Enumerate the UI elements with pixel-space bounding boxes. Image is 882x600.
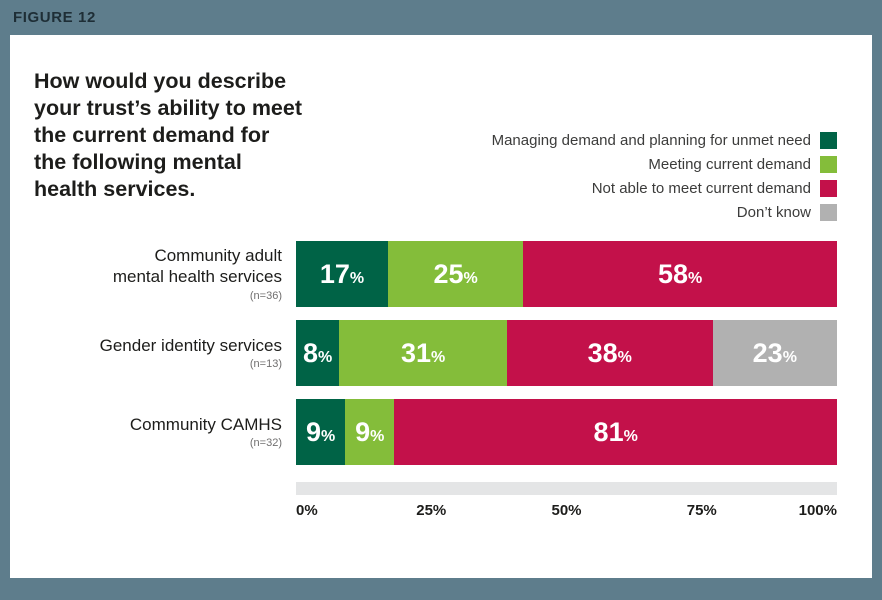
- x-axis-tick: 75%: [686, 502, 717, 519]
- bar-segment-not-meeting-demand: 58%: [523, 241, 837, 307]
- figure-label: FIGURE 12: [13, 9, 96, 26]
- bar-row: Community adult mental health services (n…: [34, 241, 837, 307]
- legend-item-meeting-demand: Meeting current demand: [492, 156, 837, 173]
- bar-segment-managing-demand: 8%: [296, 320, 340, 386]
- category-sample-size: (n=13): [249, 358, 282, 371]
- legend-label: Don’t know: [736, 204, 811, 221]
- bar-value: 17%: [319, 258, 365, 289]
- bar-value: 31%: [400, 337, 446, 368]
- x-axis-track: [296, 482, 837, 495]
- category-sample-size: (n=36): [249, 289, 282, 302]
- bar-value: 58%: [657, 258, 703, 289]
- legend-label: Meeting current demand: [648, 156, 811, 173]
- stacked-bar-chart: Community adult mental health services (n…: [34, 241, 838, 524]
- x-axis-tick: 0%: [296, 502, 318, 519]
- legend-item-dont-know: Don’t know: [492, 204, 837, 221]
- stacked-bar: 8% 31% 38% 23%: [296, 320, 837, 386]
- bar-row: Gender identity services (n=13) 8% 31% 38% 23…: [34, 320, 837, 386]
- chart-panel: How would you describe your trust’s abil…: [10, 35, 872, 578]
- bar-value: 38%: [587, 337, 632, 368]
- bar-segment-dont-know: 23%: [712, 320, 837, 386]
- bar-segment-not-meeting-demand: 38%: [506, 320, 713, 386]
- bar-value: 8%: [303, 337, 333, 368]
- bar-segment-managing-demand: 17%: [296, 241, 388, 307]
- bar-segment-meeting-demand: 31%: [339, 320, 507, 386]
- bar-row: Community CAMHS (n=32) 9% 9% 81%: [34, 399, 838, 465]
- bar-segment-meeting-demand: 25%: [387, 241, 524, 307]
- chart-title: How would you describe your trust’s abil…: [34, 69, 303, 201]
- x-axis-tick: 25%: [416, 502, 447, 519]
- bar-value: 9%: [355, 416, 385, 447]
- x-axis-ticks: 0% 25% 50% 75% 100%: [296, 502, 837, 524]
- bar-segment-managing-demand: 9%: [296, 399, 346, 465]
- category-sample-size: (n=32): [249, 437, 282, 450]
- bar-value: 25%: [433, 258, 478, 289]
- bar-rows: Community adult mental health services (n…: [34, 241, 838, 465]
- x-axis-tick: 50%: [551, 502, 582, 519]
- legend-swatch-meeting-demand: [820, 156, 837, 173]
- bar-value: 81%: [593, 416, 638, 447]
- legend-item-not-meeting-demand: Not able to meet current demand: [492, 180, 837, 197]
- legend-label: Managing demand and planning for unmet n…: [491, 132, 811, 149]
- legend-item-managing-demand: Managing demand and planning for unmet n…: [492, 132, 837, 149]
- x-axis-row: 0% 25% 50% 75% 100%: [34, 482, 837, 524]
- legend-swatch-not-meeting-demand: [820, 180, 837, 197]
- category-label: Community adult mental health services: [112, 246, 282, 286]
- category: Community adult mental health services (n…: [34, 246, 296, 301]
- bar-value: 9%: [305, 416, 336, 447]
- category-label: Community CAMHS: [129, 414, 282, 434]
- figure-header: FIGURE 12: [0, 0, 882, 35]
- bar-segment-not-meeting-demand: 81%: [394, 399, 838, 465]
- legend: Managing demand and planning for unmet n…: [492, 132, 837, 228]
- category: Gender identity services (n=13): [34, 336, 296, 371]
- x-axis-tick: 100%: [798, 502, 837, 519]
- bar-value: 23%: [752, 337, 797, 368]
- stacked-bar: 9% 9% 81%: [296, 399, 838, 465]
- bar-segment-meeting-demand: 9%: [345, 399, 395, 465]
- category: Community CAMHS (n=32): [34, 415, 296, 450]
- legend-label: Not able to meet current demand: [591, 180, 811, 197]
- x-axis: 0% 25% 50% 75% 100%: [296, 482, 837, 524]
- stacked-bar: 17% 25% 58%: [296, 241, 837, 307]
- legend-swatch-dont-know: [820, 204, 837, 221]
- category-label: Gender identity services: [99, 335, 282, 355]
- legend-swatch-managing-demand: [820, 132, 837, 149]
- axis-label-spacer: [34, 482, 296, 524]
